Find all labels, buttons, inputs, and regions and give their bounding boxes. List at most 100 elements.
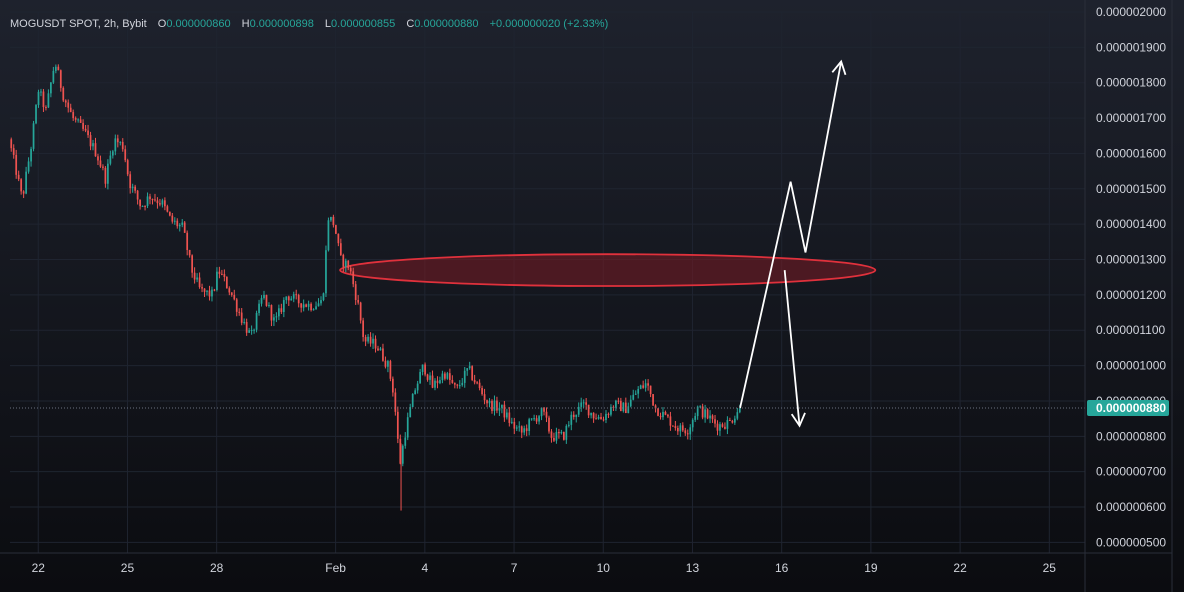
candle-body: [421, 364, 424, 372]
candle-body: [654, 405, 657, 409]
candle-body: [275, 316, 278, 318]
candle-body: [32, 123, 35, 149]
candle-body: [612, 406, 615, 408]
candle-body: [483, 394, 486, 401]
y-tick-label: 0.000000800: [1096, 429, 1166, 443]
candle-body: [50, 82, 52, 94]
svg-text:MOGUSDT SPOT, 2h, Bybit: MOGUSDT SPOT, 2h, Bybit O0.000000860 H0.…: [10, 18, 608, 30]
candle-body: [77, 119, 80, 121]
candle-body: [387, 361, 389, 367]
candle-body: [310, 303, 312, 311]
y-tick-label: 0.000001800: [1096, 76, 1166, 90]
candle-body: [352, 271, 355, 285]
candle-body: [20, 179, 23, 192]
price-axis[interactable]: 0.000000500 0.000000600 0.000000700 0.00000…: [1084, 0, 1173, 592]
header-legend: MOGUSDT SPOT, 2h, Bybit O0.000000860 H0.…: [10, 18, 608, 30]
candle-body: [312, 309, 315, 311]
candle-body: [57, 66, 60, 71]
candle-body: [253, 329, 255, 331]
candle-body: [240, 312, 243, 323]
y-tick-label: 0.000001000: [1096, 359, 1166, 373]
candle-body: [585, 402, 588, 405]
candle-body: [124, 149, 127, 161]
candle-body: [225, 277, 228, 289]
candle-body: [476, 382, 478, 384]
candle-body: [419, 371, 421, 384]
x-tick-label: 25: [1043, 561, 1057, 575]
candle-body: [694, 416, 697, 420]
candle-body: [555, 431, 558, 441]
candle-body: [523, 428, 526, 433]
candle-body: [297, 295, 300, 304]
candle-body: [644, 383, 647, 388]
candle-body: [191, 255, 194, 273]
candle-body: [580, 402, 583, 407]
y-tick-label: 0.000001300: [1096, 253, 1166, 267]
candle-body: [107, 163, 109, 184]
candle-body: [676, 427, 679, 432]
candle-body: [325, 250, 327, 294]
x-tick-label: 22: [32, 561, 46, 575]
candle-body: [89, 135, 92, 147]
candle-body: [461, 382, 464, 386]
candle-body: [221, 273, 223, 275]
candle-body: [396, 411, 399, 439]
candle-body: [716, 423, 719, 431]
time-axis[interactable]: 22 25 28 Feb 4 7 10 13 16 19 22 25: [0, 552, 1172, 575]
candle-body: [503, 404, 506, 418]
symbol-title[interactable]: MOGUSDT SPOT, 2h, Bybit: [10, 18, 147, 30]
x-tick-label: 25: [121, 561, 135, 575]
candle-body: [139, 199, 141, 207]
candle-body: [468, 366, 471, 369]
candle-body: [634, 393, 637, 395]
candle-body: [87, 130, 89, 136]
candle-body: [738, 408, 741, 413]
candle-body: [278, 308, 280, 317]
candle-body: [721, 424, 724, 427]
candle-body: [491, 400, 493, 411]
candle-body: [662, 411, 664, 418]
candle-body: [126, 160, 129, 175]
candle-body: [196, 277, 198, 280]
candle-body: [724, 426, 726, 429]
candle-body: [141, 205, 144, 207]
candle-body: [359, 302, 362, 321]
candle-body: [292, 294, 295, 299]
candle-body: [714, 419, 716, 424]
candle-body: [258, 303, 260, 314]
y-tick-label: 0.000001900: [1096, 40, 1166, 54]
candle-body: [302, 304, 305, 308]
candle-body: [493, 400, 496, 411]
candle-body: [382, 348, 384, 361]
candles-layer: [10, 64, 741, 511]
candle-body: [647, 383, 649, 386]
candle-body: [121, 141, 124, 150]
candle-body: [622, 402, 625, 412]
open-label: O: [158, 18, 167, 30]
x-tick-label: 4: [421, 561, 428, 575]
candle-body: [151, 199, 154, 201]
candle-body: [357, 299, 360, 303]
candle-body: [652, 394, 654, 406]
candle-body: [560, 431, 563, 434]
candle-body: [590, 412, 592, 416]
candle-body: [285, 296, 288, 301]
candle-body: [15, 154, 18, 175]
candle-body: [198, 277, 201, 288]
candle-body: [320, 300, 322, 304]
y-tick-label: 0.000001600: [1096, 146, 1166, 160]
candle-body: [317, 303, 320, 307]
candle-body: [235, 299, 238, 312]
candle-body: [337, 233, 340, 244]
candle-body: [92, 143, 94, 147]
candle-body: [706, 409, 709, 419]
candle-body: [260, 298, 263, 304]
candle-body: [498, 407, 501, 411]
candle-body: [25, 171, 27, 194]
candle-body: [570, 414, 573, 425]
candle-body: [451, 380, 454, 383]
candle-body: [505, 412, 508, 418]
candle-body: [156, 200, 159, 204]
